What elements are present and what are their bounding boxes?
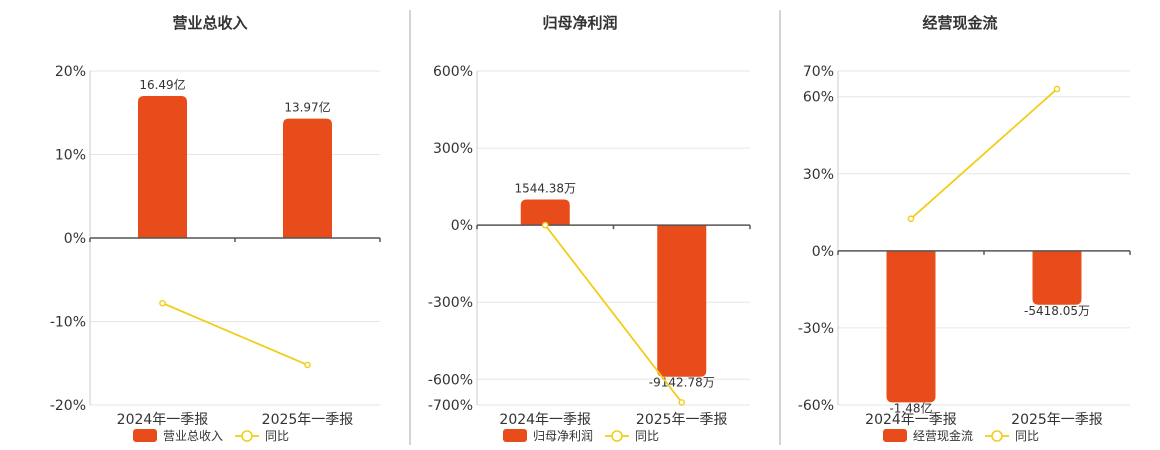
bar-data-label: -1.48亿 (889, 400, 932, 415)
y-tick-label: -60% (798, 398, 834, 414)
bar-data-label: 13.97亿 (284, 100, 330, 115)
line-point (1053, 85, 1061, 93)
line-point (159, 299, 166, 307)
line-point (304, 361, 311, 369)
chart-title: 归母净利润 (542, 14, 617, 32)
y-tick-label: 60% (803, 90, 834, 106)
line-point (907, 215, 915, 223)
chart-panel-3: 经营现金流 70% 60% 30% 0% -30% -60% -1.48亿 -5418.05万 2… (798, 14, 1131, 443)
legend-label-line: 同比 (1015, 429, 1039, 443)
y-tick-label: 10% (55, 148, 86, 164)
bar (138, 96, 187, 238)
chart-panel-1: 营业总收入 20% 10% 0% -10% -20% 16.49亿 13.97亿 2024年一季… (50, 14, 381, 443)
y-tick-label: -700% (428, 398, 473, 414)
legend-label-line: 同比 (635, 429, 659, 443)
x-category-label: 2024年一季报 (499, 412, 591, 428)
y-tick-label: 20% (55, 64, 86, 80)
bar-data-label: 16.49亿 (139, 77, 185, 92)
line-point (678, 399, 686, 406)
bar (283, 118, 332, 238)
chart-title: 经营现金流 (922, 14, 997, 32)
legend-label-bar: 归母净利润 (533, 429, 593, 443)
y-tick-label: -10% (50, 315, 86, 331)
line-series (544, 224, 683, 403)
x-category-label: 2025年一季报 (262, 412, 354, 428)
y-tick-label: 70% (803, 64, 834, 80)
x-category-label: 2024年一季报 (865, 412, 957, 428)
bar (886, 250, 936, 403)
bar (520, 199, 570, 226)
bar-data-label: -5418.05万 (1024, 304, 1090, 318)
legend: 营业总收入 同比 (133, 429, 289, 443)
x-category-label: 2025年一季报 (636, 412, 728, 428)
legend-swatch-marker (991, 430, 1003, 442)
line-series (910, 88, 1058, 220)
chart-panel-2: 归母净利润 600% 300% 0% -300% -600% -700% 1544.38万 -9… (428, 14, 751, 443)
line-series (162, 302, 308, 366)
x-category-label: 2025年一季报 (1011, 412, 1103, 428)
y-tick-label: -300% (428, 295, 473, 311)
x-category-label: 2024年一季报 (117, 412, 209, 428)
legend: 归母净利润 同比 (503, 429, 659, 443)
legend-label-line: 同比 (265, 429, 289, 443)
bar (657, 225, 707, 377)
legend-swatch-marker (241, 430, 253, 442)
y-tick-label: -20% (50, 398, 86, 414)
legend-label-bar: 经营现金流 (913, 428, 973, 443)
legend-swatch-bar (503, 429, 527, 442)
y-tick-label: 30% (803, 167, 834, 183)
y-tick-label: 0% (812, 244, 834, 260)
y-tick-label: -30% (798, 321, 834, 337)
y-tick-label: 300% (433, 141, 473, 157)
bar (1032, 250, 1082, 305)
y-tick-label: 600% (433, 64, 473, 80)
y-tick-label: 0% (64, 231, 86, 247)
legend-swatch-bar (883, 429, 907, 442)
line-point (541, 221, 549, 229)
bar-data-label: -9142.78万 (649, 376, 715, 390)
legend-label-bar: 营业总收入 (163, 429, 223, 443)
bar-data-label: 1544.38万 (514, 181, 576, 195)
legend-swatch-bar (133, 429, 157, 442)
chart-title: 营业总收入 (172, 14, 247, 32)
legend-swatch-marker (611, 430, 623, 442)
y-tick-label: 0% (451, 218, 473, 234)
y-tick-label: -600% (428, 372, 473, 388)
legend: 经营现金流 同比 (883, 428, 1039, 443)
